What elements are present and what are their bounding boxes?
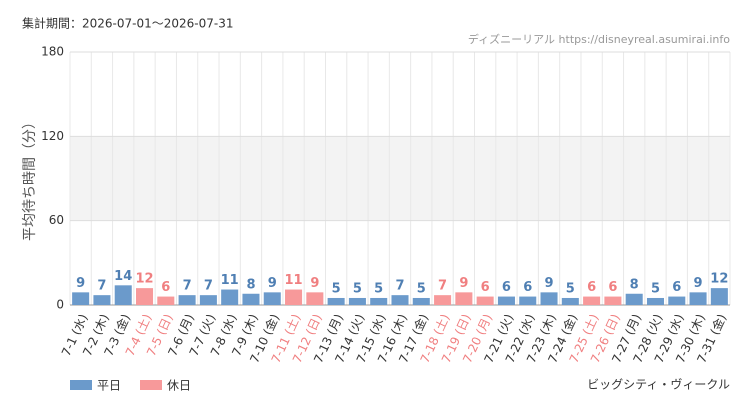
value-label: 7 [97, 279, 106, 294]
bar [689, 292, 707, 305]
bar [391, 295, 409, 305]
bar [370, 297, 388, 305]
value-label: 5 [353, 281, 362, 296]
y-tick-label: 120 [41, 129, 64, 143]
value-label: 6 [587, 280, 596, 295]
bar [136, 288, 154, 305]
value-label: 7 [438, 279, 447, 294]
value-label: 12 [710, 272, 728, 287]
value-label: 6 [502, 280, 511, 295]
bar [412, 297, 430, 305]
bar [263, 292, 281, 305]
value-label: 9 [545, 276, 554, 291]
value-label: 6 [608, 280, 617, 295]
bar [668, 296, 686, 305]
value-label: 7 [204, 279, 213, 294]
bar [72, 292, 90, 305]
value-label: 6 [672, 280, 681, 295]
value-label: 7 [395, 279, 404, 294]
bar [476, 296, 494, 305]
bar [285, 289, 303, 305]
bar [114, 285, 132, 305]
bar [455, 292, 473, 305]
bar [157, 296, 175, 305]
value-label: 8 [246, 277, 255, 292]
value-label: 11 [221, 273, 239, 288]
bar [434, 295, 452, 305]
chart-title: 集計期間：2026-07-01～2026-07-31 [22, 16, 233, 31]
value-label: 7 [183, 279, 192, 294]
value-label: 5 [332, 281, 341, 296]
value-label: 5 [566, 281, 575, 296]
value-label: 9 [694, 276, 703, 291]
y-tick-label: 180 [41, 45, 64, 59]
bar [710, 288, 728, 305]
bar [348, 297, 366, 305]
value-label: 5 [651, 281, 660, 296]
legend-swatch [70, 380, 92, 390]
source: ディズニーリアル https://disneyreal.asumirai.inf… [468, 32, 730, 46]
value-label: 6 [161, 280, 170, 295]
bar [199, 295, 217, 305]
value-label: 14 [114, 269, 132, 284]
legend-label: 平日 [97, 379, 121, 393]
value-label: 6 [481, 280, 490, 295]
bar [242, 293, 260, 305]
value-label: 5 [374, 281, 383, 296]
value-label: 12 [135, 272, 153, 287]
y-axis-label: 平均待ち時間（分） [22, 115, 38, 241]
bar [519, 296, 537, 305]
bar [306, 292, 324, 305]
attraction-name: ビッグシティ・ヴィークル [587, 377, 730, 392]
value-label: 9 [459, 276, 468, 291]
grid-band [70, 136, 730, 221]
value-label: 5 [417, 281, 426, 296]
bar [604, 296, 622, 305]
bar [327, 297, 345, 305]
bar [540, 292, 558, 305]
y-tick-label: 0 [56, 298, 64, 312]
value-label: 9 [268, 276, 277, 291]
value-label: 9 [76, 276, 85, 291]
value-label: 8 [630, 277, 639, 292]
bar [625, 293, 643, 305]
bar [561, 297, 579, 305]
y-tick-label: 60 [49, 213, 64, 227]
bar [646, 297, 664, 305]
bar [93, 295, 111, 305]
legend-label: 休日 [167, 379, 191, 393]
bar [583, 296, 601, 305]
value-label: 6 [523, 280, 532, 295]
bar [497, 296, 515, 305]
value-label: 9 [310, 276, 319, 291]
bar [221, 289, 239, 305]
legend-swatch [140, 380, 162, 390]
bar [178, 295, 196, 305]
value-label: 11 [285, 273, 303, 288]
